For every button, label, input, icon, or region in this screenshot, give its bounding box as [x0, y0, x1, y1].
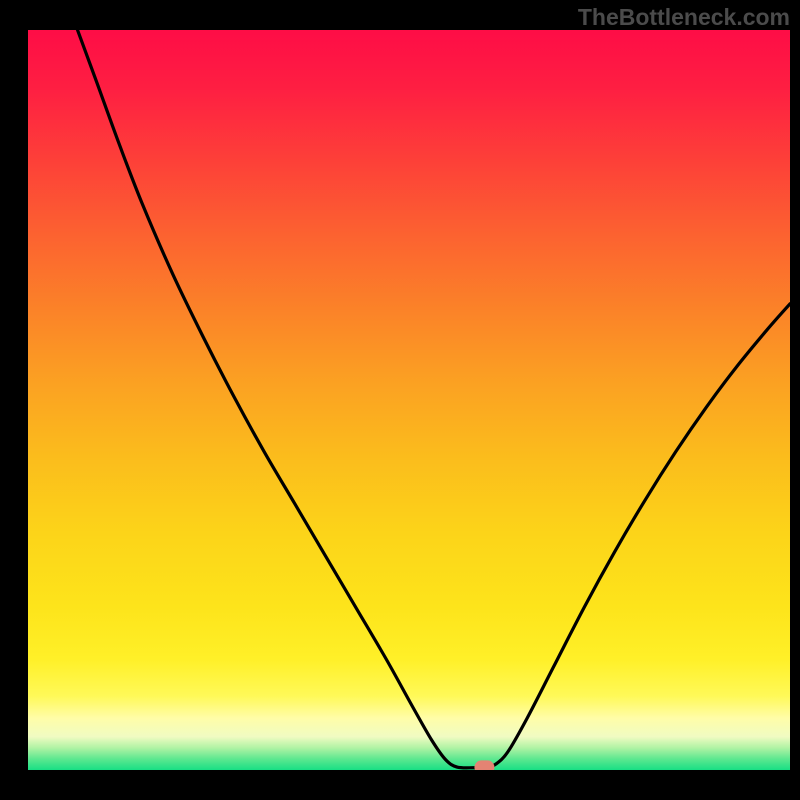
minimum-marker — [474, 760, 494, 770]
watermark-text: TheBottleneck.com — [578, 4, 790, 31]
bottleneck-curve — [28, 30, 790, 770]
curve-path — [78, 30, 790, 768]
plot-area — [28, 30, 790, 770]
chart-frame: TheBottleneck.com — [0, 0, 800, 800]
